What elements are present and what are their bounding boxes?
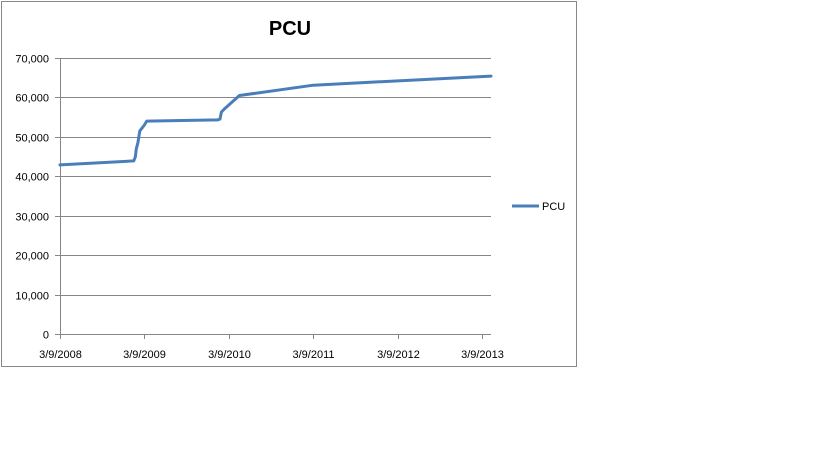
x-tick-label: 3/9/2012 — [377, 349, 420, 361]
legend: PCU — [512, 201, 565, 213]
x-axis-tick-labels: 3/9/2008 3/9/2009 3/9/2010 3/9/2011 3/9/2012… — [39, 349, 504, 361]
y-tick-label: 30,000 — [15, 212, 49, 224]
x-tick-label: 3/9/2011 — [292, 349, 334, 361]
chart-frame: PCU 0 10,000 20,000 30,000 40,000 50,000 60,00… — [1, 1, 577, 367]
y-tick-label: 50,000 — [15, 133, 49, 145]
axes — [55, 58, 491, 339]
x-tick-label: 3/9/2010 — [208, 349, 251, 361]
series-line-pcu — [58, 74, 493, 167]
y-tick-label: 70,000 — [15, 54, 49, 66]
y-tick-label: 60,000 — [15, 93, 49, 105]
y-tick-label: 20,000 — [15, 251, 49, 263]
legend-label: PCU — [542, 201, 565, 213]
gridlines — [60, 58, 491, 296]
y-tick-label: 10,000 — [15, 291, 49, 303]
y-tick-label: 0 — [43, 330, 49, 342]
x-tick-label: 3/9/2009 — [123, 349, 166, 361]
chart-title: PCU — [269, 18, 311, 40]
x-tick-label: 3/9/2013 — [461, 349, 504, 361]
line-chart: PCU 0 10,000 20,000 30,000 40,000 50,000 60,00… — [15, 18, 565, 361]
series-lines — [58, 74, 493, 167]
x-tick-label: 3/9/2008 — [39, 349, 82, 361]
y-axis-tick-labels: 0 10,000 20,000 30,000 40,000 50,000 60,000 70,… — [15, 54, 49, 342]
y-tick-label: 40,000 — [15, 172, 49, 184]
